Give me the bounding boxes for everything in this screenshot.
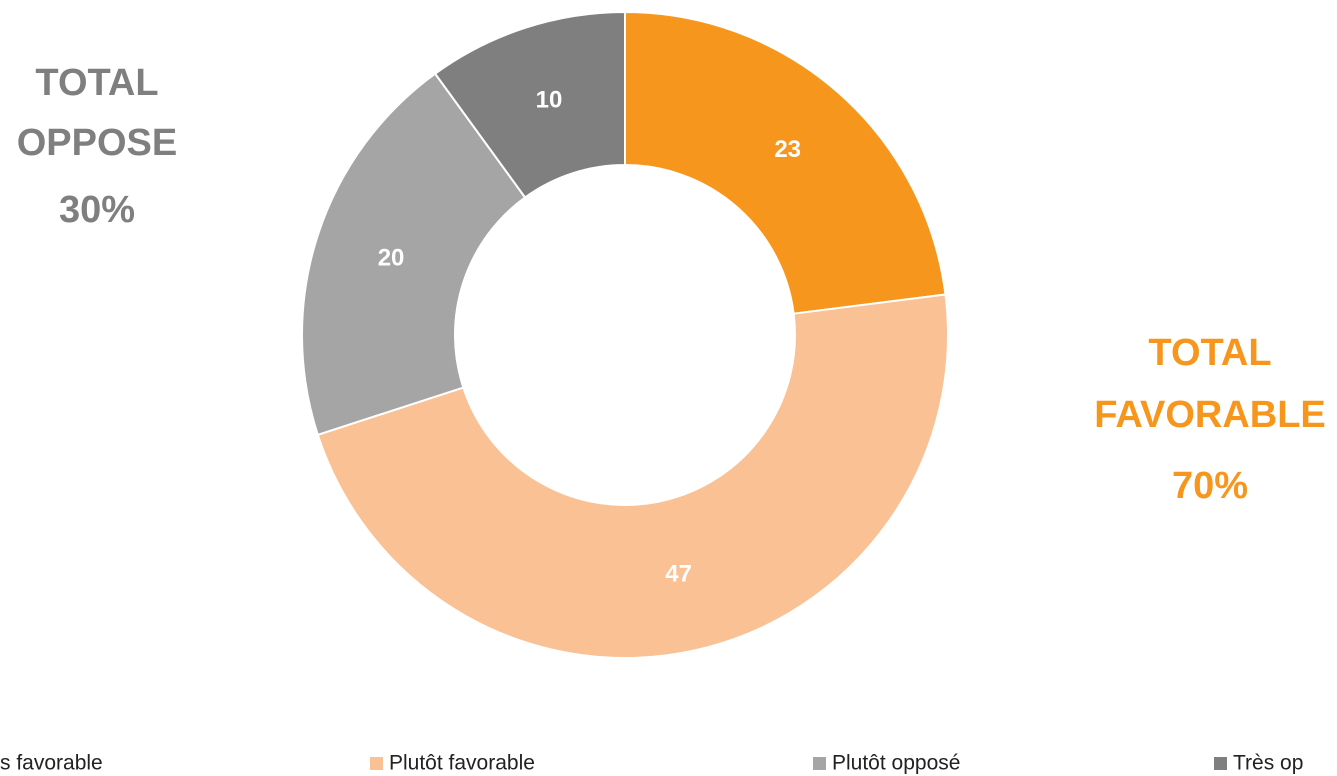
annotation: OPPOSE bbox=[17, 122, 178, 164]
annotation: 70% bbox=[1172, 465, 1248, 507]
donut-slice bbox=[624, 10, 947, 315]
data-label: 20 bbox=[378, 244, 405, 271]
annotation: FAVORABLE bbox=[1094, 394, 1326, 436]
data-label: 47 bbox=[665, 560, 692, 587]
legend-marker bbox=[813, 757, 826, 770]
donut-slice bbox=[433, 10, 626, 199]
donut-slice bbox=[316, 293, 949, 659]
data-label: 10 bbox=[536, 86, 563, 113]
donut-slice bbox=[301, 72, 527, 437]
legend-label: Très op bbox=[1233, 752, 1303, 775]
legend-marker bbox=[1214, 757, 1227, 770]
annotation: TOTAL bbox=[1148, 332, 1271, 374]
legend-label: s favorable bbox=[0, 752, 103, 775]
annotation: 30% bbox=[59, 189, 135, 231]
legend-label: Plutôt opposé bbox=[832, 752, 960, 775]
legend-marker bbox=[370, 757, 383, 770]
legend-label: Plutôt favorable bbox=[389, 752, 535, 775]
annotation: TOTAL bbox=[35, 62, 158, 104]
data-label: 23 bbox=[774, 136, 801, 163]
